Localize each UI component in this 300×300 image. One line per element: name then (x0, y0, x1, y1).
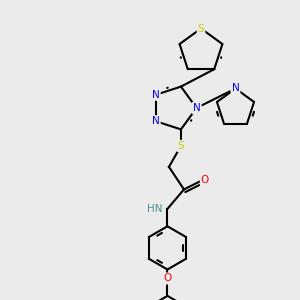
Text: S: S (198, 23, 204, 34)
Text: N: N (232, 83, 239, 94)
Text: O: O (201, 176, 209, 185)
Text: N: N (193, 103, 200, 113)
Text: S: S (178, 141, 184, 151)
Text: O: O (163, 274, 172, 284)
Text: HN: HN (147, 204, 162, 214)
Text: N: N (152, 90, 160, 100)
Text: N: N (152, 116, 160, 126)
